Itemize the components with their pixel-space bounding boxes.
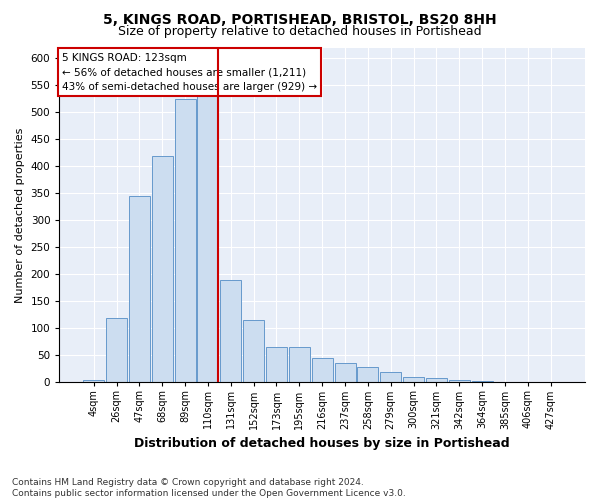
Bar [243, 320, 264, 382]
Bar [311, 358, 332, 382]
Bar [403, 377, 424, 382]
Bar [449, 380, 470, 382]
Bar [266, 347, 287, 382]
Bar [335, 364, 356, 382]
Bar [358, 367, 379, 382]
Bar [129, 196, 150, 382]
Text: 5, KINGS ROAD, PORTISHEAD, BRISTOL, BS20 8HH: 5, KINGS ROAD, PORTISHEAD, BRISTOL, BS20… [103, 12, 497, 26]
Bar [472, 380, 493, 382]
Bar [106, 318, 127, 382]
Bar [83, 380, 104, 382]
Y-axis label: Number of detached properties: Number of detached properties [15, 127, 25, 302]
Text: 5 KINGS ROAD: 123sqm
← 56% of detached houses are smaller (1,211)
43% of semi-de: 5 KINGS ROAD: 123sqm ← 56% of detached h… [62, 52, 317, 92]
Bar [380, 372, 401, 382]
Bar [197, 96, 218, 382]
Bar [152, 156, 173, 382]
Bar [220, 280, 241, 382]
Text: Size of property relative to detached houses in Portishead: Size of property relative to detached ho… [118, 25, 482, 38]
Bar [175, 99, 196, 382]
Bar [426, 378, 447, 382]
Text: Contains HM Land Registry data © Crown copyright and database right 2024.
Contai: Contains HM Land Registry data © Crown c… [12, 478, 406, 498]
X-axis label: Distribution of detached houses by size in Portishead: Distribution of detached houses by size … [134, 437, 510, 450]
Bar [289, 347, 310, 382]
